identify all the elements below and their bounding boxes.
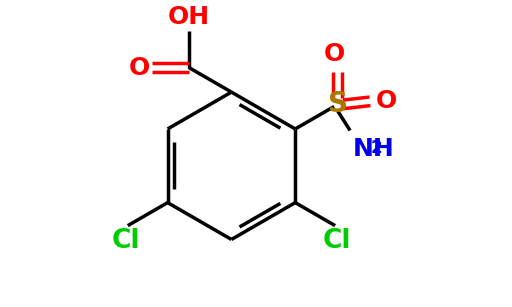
- Text: 2: 2: [371, 139, 382, 157]
- Text: S: S: [328, 90, 348, 119]
- Text: NH: NH: [353, 137, 395, 161]
- Text: OH: OH: [168, 5, 210, 29]
- Text: Cl: Cl: [112, 228, 140, 254]
- Text: O: O: [324, 42, 345, 66]
- Text: Cl: Cl: [323, 228, 351, 254]
- Text: O: O: [129, 56, 150, 80]
- Text: O: O: [376, 89, 397, 113]
